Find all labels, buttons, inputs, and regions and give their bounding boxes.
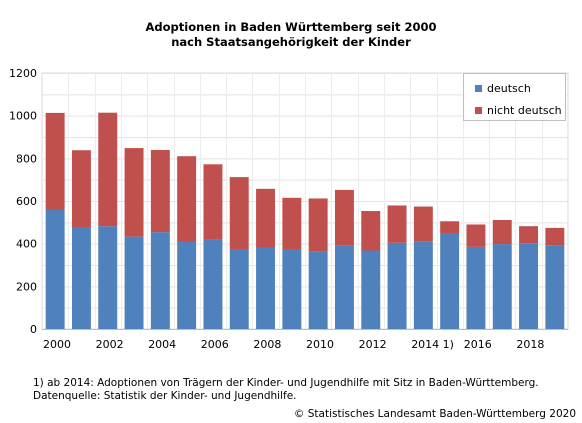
x-tick-label: 2000: [43, 338, 71, 351]
x-tick-label: 2008: [253, 338, 281, 351]
y-tick-label: 200: [16, 280, 37, 293]
y-tick-label: 1000: [9, 110, 37, 123]
y-tick-label: 1200: [9, 67, 37, 80]
x-tick-label: 2016: [464, 338, 492, 351]
x-tick-label: 2010: [306, 338, 334, 351]
y-tick-label: 800: [16, 152, 37, 165]
bar-nicht-deutsch-2011: [334, 189, 354, 246]
bar-deutsch-2019: [545, 245, 565, 329]
x-tick-label: 2006: [201, 338, 229, 351]
bar-deutsch-2012: [361, 250, 381, 329]
axes: 0 200 400 600 800 1000 1200 2000 2002 2004 2006 200…: [9, 67, 568, 351]
x-tick-label: 2012: [359, 338, 387, 351]
legend-label: nicht deutsch: [487, 104, 562, 117]
bar-deutsch-2014: [413, 241, 433, 329]
bar-deutsch-2011: [334, 245, 354, 329]
bar-nicht-deutsch-2004: [150, 150, 170, 233]
bar-deutsch-2010: [308, 251, 328, 329]
legend: deutsch nicht deutsch: [463, 73, 566, 121]
bar-nicht-deutsch-2018: [519, 226, 539, 244]
bar-nicht-deutsch-2006: [203, 164, 223, 240]
bar-deutsch-2018: [519, 243, 539, 329]
bar-deutsch-2002: [98, 226, 118, 329]
bar-nicht-deutsch-2019: [545, 227, 565, 246]
bar-nicht-deutsch-2003: [124, 148, 144, 237]
bar-deutsch-2015: [440, 233, 460, 329]
x-tick-label: 2002: [96, 338, 124, 351]
bar-deutsch-2009: [282, 249, 302, 329]
data-source-note: Datenquelle: Statistik der Kinder- und J…: [33, 390, 297, 402]
bar-nicht-deutsch-2012: [361, 211, 381, 251]
bar-deutsch-2017: [492, 244, 512, 329]
bar-nicht-deutsch-2016: [466, 224, 486, 247]
chart-title: Adoptionen in Baden Württemberg seit 200…: [0, 20, 582, 50]
x-tick-label: 2018: [516, 338, 544, 351]
x-tick-label: 2004: [148, 338, 176, 351]
bar-deutsch-2008: [256, 247, 276, 329]
bar-deutsch-2016: [466, 246, 486, 329]
footnotes: 1) ab 2014: Adoptionen von Trägern der K…: [33, 377, 539, 403]
bar-deutsch-2001: [71, 227, 91, 329]
footnote-1: 1) ab 2014: Adoptionen von Trägern der K…: [33, 377, 539, 389]
bar-nicht-deutsch-2002: [98, 112, 118, 227]
y-tick-label: 0: [30, 323, 37, 336]
legend-swatch: [475, 85, 482, 92]
y-tick-label: 400: [16, 238, 37, 251]
bar-nicht-deutsch-2017: [492, 219, 512, 245]
bar-deutsch-2006: [203, 239, 223, 329]
bar-nicht-deutsch-2007: [229, 177, 249, 249]
bar-nicht-deutsch-2000: [45, 112, 65, 210]
y-tick-label: 600: [16, 195, 37, 208]
bar-deutsch-2004: [150, 232, 170, 329]
legend-label: deutsch: [487, 82, 531, 95]
bar-nicht-deutsch-2014: [413, 206, 433, 242]
bars: [45, 112, 565, 329]
copyright-note: © Statistisches Landesamt Baden-Württemb…: [293, 408, 576, 420]
x-tick-label: 2014 1): [411, 338, 454, 351]
bar-nicht-deutsch-2010: [308, 198, 328, 252]
bar-deutsch-2013: [387, 242, 407, 329]
bar-deutsch-2007: [229, 249, 249, 329]
bar-nicht-deutsch-2013: [387, 205, 407, 243]
chart-title-line-2: nach Staatsangehörigkeit der Kinder: [171, 35, 411, 49]
bar-nicht-deutsch-2001: [71, 150, 91, 228]
bar-nicht-deutsch-2009: [282, 197, 302, 249]
bar-nicht-deutsch-2015: [440, 221, 460, 233]
bar-deutsch-2000: [45, 209, 65, 329]
legend-swatch: [475, 107, 482, 114]
bar-deutsch-2005: [177, 241, 197, 329]
bar-deutsch-2003: [124, 236, 144, 329]
bar-nicht-deutsch-2008: [256, 188, 276, 248]
bar-nicht-deutsch-2005: [177, 156, 197, 242]
chart-title-line-1: Adoptionen in Baden Württemberg seit 200…: [145, 20, 437, 34]
